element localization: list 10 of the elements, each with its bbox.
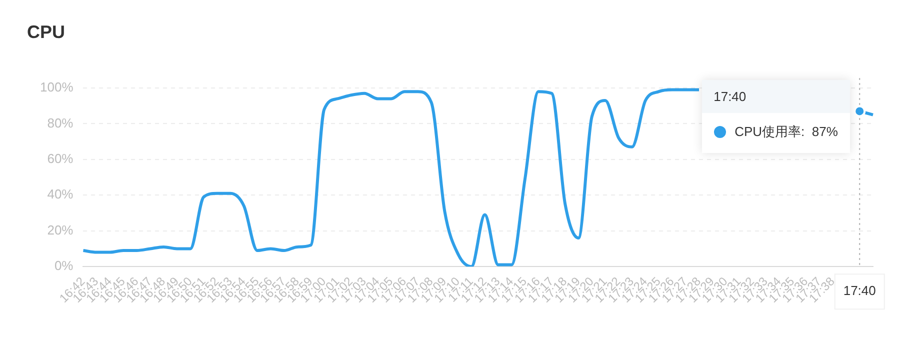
y-tick-label: 40%: [47, 186, 74, 202]
y-tick-label: 80%: [47, 115, 74, 130]
annotation: CPU使用率: 87%: [734, 123, 838, 141]
y-tick-label: 100%: [40, 80, 74, 95]
tooltip-box: 17:40 CPU使用率: 87%: [702, 80, 850, 153]
chart-title: CPU: [27, 22, 66, 43]
y-tick-label: 0%: [54, 258, 74, 274]
y-tick-label: 20%: [47, 222, 74, 238]
x-tick-label: 17:40: [843, 283, 876, 298]
y-tick-label: 60%: [47, 151, 74, 166]
